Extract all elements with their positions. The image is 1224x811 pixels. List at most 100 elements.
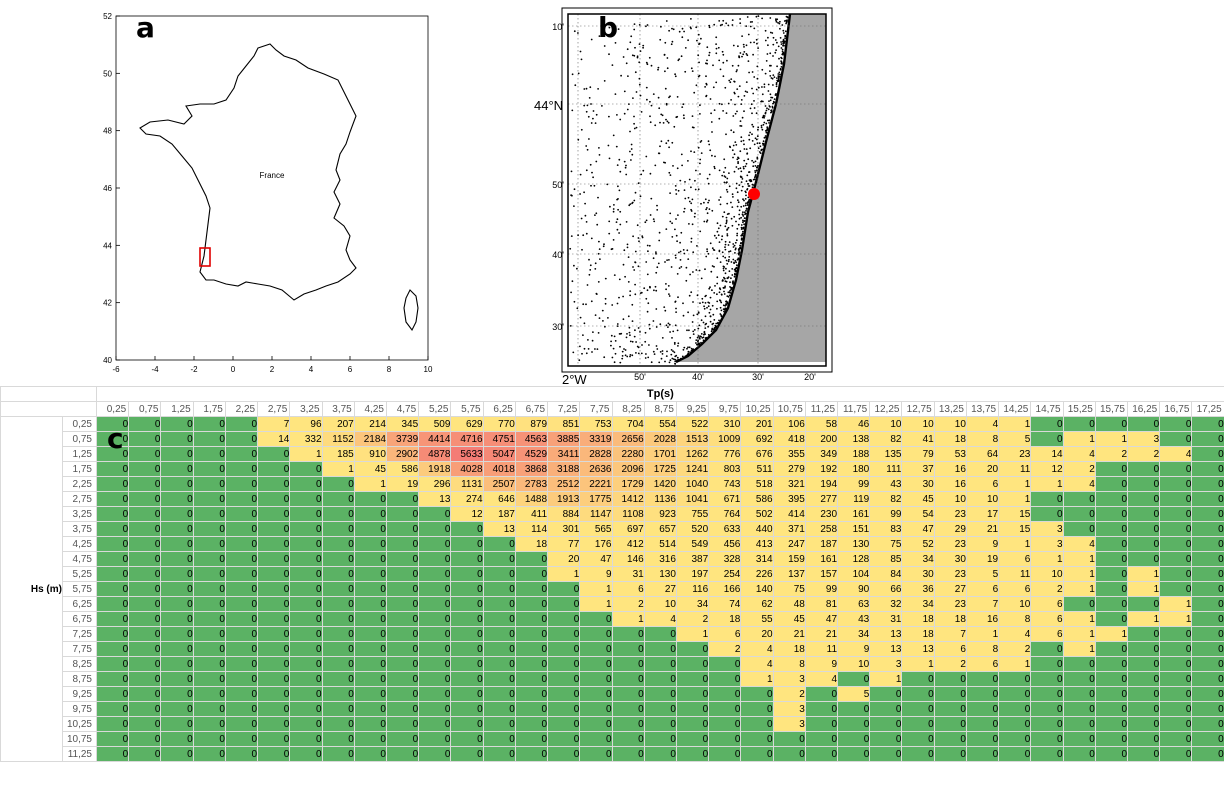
occurrence-cell: 0 bbox=[1191, 686, 1224, 702]
occurrence-cell: 0 bbox=[450, 701, 484, 717]
occurrence-cell: 82 bbox=[869, 431, 903, 447]
occurrence-cell: 0 bbox=[772, 731, 806, 747]
occurrence-cell: 0 bbox=[128, 641, 162, 657]
occurrence-cell: 0 bbox=[289, 506, 323, 522]
occurrence-cell: 0 bbox=[192, 521, 226, 537]
occurrence-cell: 0 bbox=[353, 551, 387, 567]
mesh-node bbox=[718, 241, 721, 244]
occurrence-cell: 633 bbox=[708, 521, 742, 537]
mesh-node bbox=[732, 44, 735, 47]
mesh-node bbox=[756, 166, 758, 169]
mesh-node bbox=[769, 70, 771, 72]
scatter-table-panel: Tp(s) 0,25 0,75 1,25 1,75 2,25 2,75 3,25 3,75 4,2… bbox=[0, 386, 1224, 811]
occurrence-cell: 0 bbox=[1062, 701, 1096, 717]
mesh-node bbox=[660, 140, 663, 143]
table-row: 4,25 0 0 0 0 0 0 0 0 0 0 0 0 0 18 77 176 412 514 549 456 413 2… bbox=[1, 536, 1224, 552]
mesh-node bbox=[646, 289, 649, 292]
mesh-node bbox=[696, 336, 699, 339]
mesh-node bbox=[668, 29, 670, 32]
mesh-node bbox=[753, 76, 756, 78]
mesh-node bbox=[708, 311, 711, 314]
occurrence-cell: 10 bbox=[933, 491, 967, 507]
mesh-node bbox=[590, 38, 593, 41]
mesh-node bbox=[595, 293, 598, 295]
occurrence-cell: 0 bbox=[998, 671, 1032, 687]
mesh-node bbox=[655, 289, 658, 292]
mesh-node bbox=[778, 71, 781, 74]
mesh-node bbox=[661, 114, 664, 117]
occurrence-cell: 1 bbox=[1062, 641, 1096, 657]
occurrence-cell: 0 bbox=[998, 701, 1032, 717]
mesh-node bbox=[608, 115, 610, 118]
occurrence-cell: 0 bbox=[128, 536, 162, 552]
occurrence-cell: 47 bbox=[901, 521, 935, 537]
mesh-node bbox=[633, 23, 636, 25]
mesh-node bbox=[613, 204, 615, 206]
mesh-node bbox=[650, 104, 653, 107]
mesh-node bbox=[769, 31, 772, 34]
mesh-node bbox=[638, 83, 641, 86]
occurrence-cell: 0 bbox=[611, 701, 645, 717]
occurrence-cell: 0 bbox=[804, 731, 839, 747]
mesh-node bbox=[644, 340, 647, 343]
tp-column-header: 7,25 bbox=[547, 401, 581, 417]
mesh-node bbox=[769, 75, 772, 77]
mesh-node bbox=[655, 251, 657, 254]
tp-column-header: 13,25 bbox=[933, 401, 967, 417]
mesh-node bbox=[697, 33, 700, 36]
mesh-node bbox=[630, 159, 632, 161]
occurrence-cell: 43 bbox=[869, 476, 903, 492]
mesh-node bbox=[580, 128, 583, 131]
occurrence-cell: 0 bbox=[128, 731, 162, 747]
mesh-node bbox=[640, 352, 643, 355]
mesh-node bbox=[584, 214, 587, 217]
mesh-node bbox=[724, 225, 727, 228]
mesh-node bbox=[577, 138, 580, 141]
mesh-node bbox=[683, 117, 685, 120]
occurrence-cell: 0 bbox=[257, 716, 291, 732]
mesh-node bbox=[694, 188, 697, 191]
occurrence-cell: 0 bbox=[128, 521, 162, 537]
mesh-node bbox=[723, 310, 725, 313]
occurrence-cell: 0 bbox=[514, 581, 549, 597]
mesh-node bbox=[630, 148, 633, 150]
mesh-node bbox=[707, 301, 710, 304]
occurrence-cell: 0 bbox=[353, 581, 387, 597]
mesh-node bbox=[725, 22, 728, 25]
mesh-node bbox=[732, 280, 734, 283]
mesh-node bbox=[631, 202, 633, 205]
mesh-node bbox=[736, 264, 738, 267]
mesh-node bbox=[639, 94, 642, 97]
mesh-node bbox=[761, 93, 764, 96]
occurrence-cell: 0 bbox=[1191, 596, 1224, 612]
mesh-node bbox=[722, 110, 724, 112]
occurrence-cell: 0 bbox=[1062, 716, 1096, 732]
mesh-node bbox=[599, 258, 601, 260]
occurrence-cell: 0 bbox=[965, 731, 1000, 747]
mesh-node bbox=[645, 86, 648, 89]
mesh-node bbox=[667, 322, 670, 325]
mesh-node bbox=[716, 222, 719, 225]
occurrence-cell: 0 bbox=[708, 686, 742, 702]
occurrence-cell: 0 bbox=[1094, 611, 1129, 627]
mesh-node bbox=[597, 88, 599, 90]
occurrence-cell: 1 bbox=[740, 671, 774, 687]
mesh-node bbox=[637, 182, 640, 185]
mesh-node bbox=[746, 201, 749, 204]
tp-column-header: 5,75 bbox=[450, 401, 484, 417]
mesh-node bbox=[726, 228, 729, 231]
mesh-node bbox=[744, 212, 747, 215]
occurrence-cell: 0 bbox=[192, 641, 226, 657]
mesh-node bbox=[608, 53, 610, 56]
mesh-node bbox=[704, 302, 707, 304]
occurrence-cell: 0 bbox=[1094, 551, 1129, 567]
mesh-node bbox=[751, 21, 753, 23]
occurrence-cell: 3 bbox=[772, 716, 806, 732]
occurrence-cell: 1 bbox=[998, 536, 1032, 552]
occurrence-cell: 0 bbox=[482, 671, 516, 687]
mesh-node bbox=[704, 315, 707, 318]
occurrence-cell: 0 bbox=[450, 641, 484, 657]
occurrence-cell: 1420 bbox=[643, 476, 677, 492]
hs-row-header: 9,25 bbox=[62, 686, 97, 702]
occurrence-cell: 2 bbox=[1062, 461, 1096, 477]
